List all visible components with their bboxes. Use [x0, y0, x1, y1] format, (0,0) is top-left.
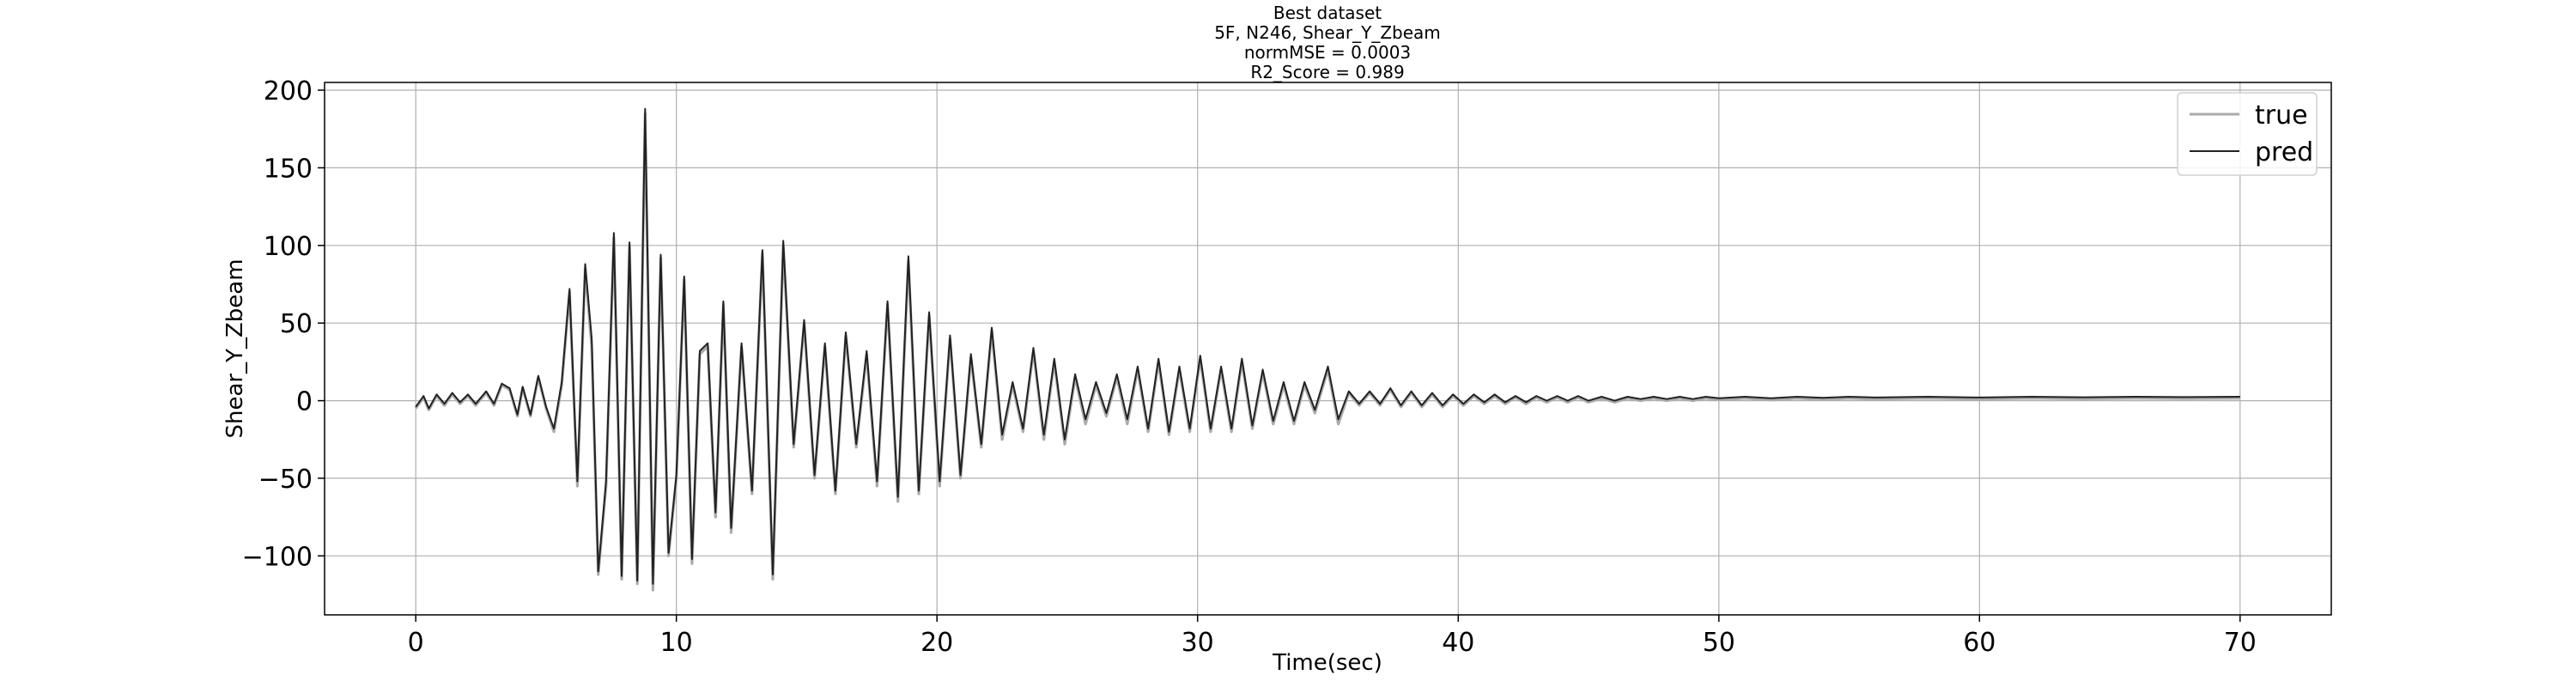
x-tick-label: 10: [660, 628, 693, 658]
y-tick-label: 200: [264, 76, 313, 106]
title-line-4: R2_Score = 0.989: [1250, 62, 1405, 82]
series-layer: [414, 107, 2240, 592]
title-line-2: 5F, N246, Shear_Y_Zbeam: [1214, 22, 1441, 43]
title-line-3: normMSE = 0.0003: [1243, 42, 1412, 63]
x-tick-label: 50: [1703, 628, 1735, 658]
y-tick-label: −100: [242, 542, 313, 572]
y-axis-label: Shear_Y_Zbeam: [222, 258, 248, 438]
x-tick-label: 70: [2224, 628, 2257, 658]
x-tick-label: 30: [1182, 628, 1214, 658]
legend-true-label: true: [2255, 100, 2308, 131]
y-tick-label: 0: [296, 387, 313, 417]
x-axis-label: Time(sec): [1272, 650, 1382, 676]
y-tick-label: −50: [258, 465, 313, 495]
x-tick-label: 0: [408, 628, 424, 658]
x-tick-label: 40: [1442, 628, 1474, 658]
grid-lines: [325, 82, 2331, 615]
x-tick-label: 60: [1963, 628, 1996, 658]
y-tick-label: 100: [264, 232, 313, 262]
title-line-1: Best dataset: [1273, 3, 1382, 23]
y-tick-label: 50: [280, 309, 313, 339]
y-tick-label: 150: [264, 154, 313, 184]
plot-frame: [324, 82, 2332, 616]
chart-title: Best dataset 5F, N246, Shear_Y_Zbeam nor…: [0, 3, 2576, 82]
series-line-pred: [415, 107, 2240, 585]
x-tick-label: 20: [920, 628, 953, 658]
series-line-true: [414, 112, 2240, 592]
axis-ticks: 0 10 20 30 40 50 60 70 −100 −50 0 50 100 150 200: [242, 76, 2257, 658]
legend-pred-label: pred: [2255, 137, 2313, 167]
legend: true pred: [2177, 92, 2318, 176]
